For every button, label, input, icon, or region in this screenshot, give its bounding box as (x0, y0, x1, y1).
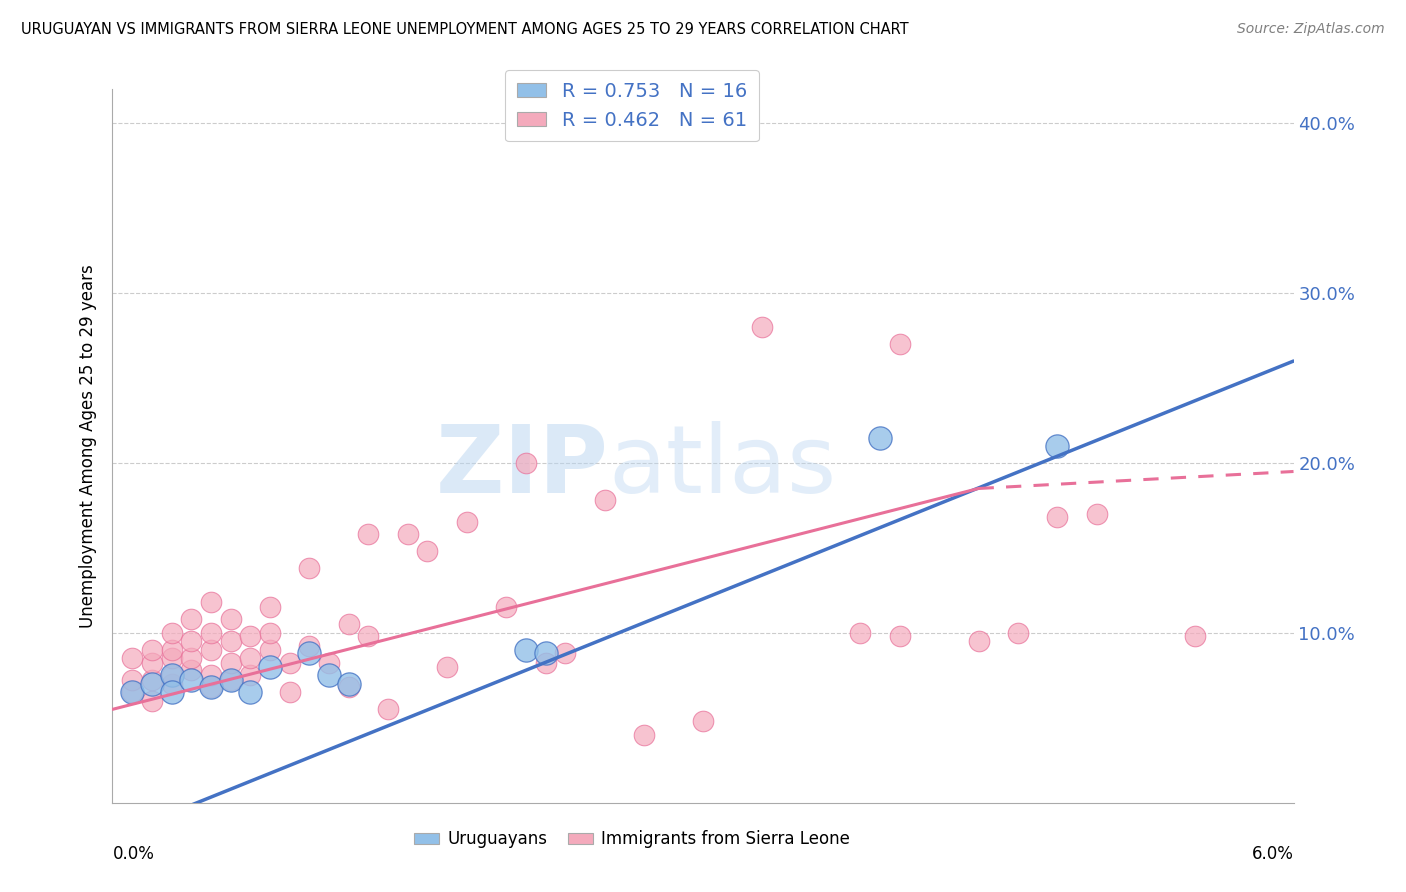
Text: Source: ZipAtlas.com: Source: ZipAtlas.com (1237, 22, 1385, 37)
Point (1007, 626, 1029, 640)
Point (298, 646, 321, 660)
Point (869, 430, 891, 444)
Point (1046, 439, 1069, 453)
Point (219, 673, 242, 688)
Point (318, 657, 340, 671)
Point (416, 544, 439, 558)
Point (121, 685, 143, 699)
Point (1184, 629, 1206, 643)
Point (160, 685, 183, 699)
Point (160, 643, 183, 657)
Point (337, 677, 360, 691)
Point (219, 657, 242, 671)
Point (180, 673, 202, 688)
Text: 0.0%: 0.0% (112, 846, 155, 863)
Point (278, 685, 301, 699)
Point (141, 694, 163, 708)
Point (436, 660, 458, 674)
Text: atlas: atlas (609, 421, 837, 514)
Point (377, 702, 399, 716)
Text: ZIP: ZIP (436, 421, 609, 514)
Text: 6.0%: 6.0% (1251, 846, 1294, 863)
Point (200, 643, 222, 657)
Point (141, 657, 163, 671)
Point (239, 629, 262, 643)
Point (180, 651, 202, 665)
Point (259, 600, 281, 615)
Point (200, 626, 222, 640)
Point (593, 493, 616, 508)
Point (219, 634, 242, 648)
Point (396, 527, 419, 541)
Point (318, 668, 340, 682)
Point (121, 685, 143, 699)
Point (692, 714, 714, 729)
Point (121, 651, 143, 665)
Point (337, 680, 360, 694)
Point (357, 629, 380, 643)
Point (141, 643, 163, 657)
Point (200, 680, 222, 694)
Point (121, 673, 143, 688)
Point (239, 651, 262, 665)
Point (180, 612, 202, 626)
Point (160, 668, 183, 682)
Point (534, 657, 557, 671)
Point (889, 337, 911, 351)
Point (180, 634, 202, 648)
Point (534, 646, 557, 660)
Point (298, 640, 321, 654)
Point (456, 516, 478, 530)
Point (160, 651, 183, 665)
Point (239, 668, 262, 682)
Point (160, 626, 183, 640)
Point (200, 680, 222, 694)
Legend: Uruguayans, Immigrants from Sierra Leone: Uruguayans, Immigrants from Sierra Leone (408, 824, 856, 855)
Point (357, 527, 380, 541)
Point (1046, 510, 1069, 524)
Point (278, 657, 301, 671)
Point (180, 663, 202, 677)
Point (219, 673, 242, 688)
Point (1085, 507, 1108, 521)
Point (239, 685, 262, 699)
Point (337, 617, 360, 632)
Point (259, 626, 281, 640)
Point (849, 626, 872, 640)
Point (160, 677, 183, 691)
Point (259, 643, 281, 657)
Point (219, 612, 242, 626)
Point (259, 660, 281, 674)
Point (515, 643, 537, 657)
Point (967, 634, 990, 648)
Text: URUGUAYAN VS IMMIGRANTS FROM SIERRA LEONE UNEMPLOYMENT AMONG AGES 25 TO 29 YEARS: URUGUAYAN VS IMMIGRANTS FROM SIERRA LEON… (21, 22, 908, 37)
Point (200, 668, 222, 682)
Point (141, 673, 163, 688)
Point (200, 595, 222, 609)
Point (751, 320, 773, 334)
Point (889, 629, 911, 643)
Point (515, 456, 537, 470)
Point (160, 668, 183, 682)
Point (633, 728, 655, 742)
Point (141, 677, 163, 691)
Point (298, 561, 321, 575)
Y-axis label: Unemployment Among Ages 25 to 29 years: Unemployment Among Ages 25 to 29 years (79, 264, 97, 628)
Point (554, 646, 576, 660)
Point (495, 600, 517, 615)
